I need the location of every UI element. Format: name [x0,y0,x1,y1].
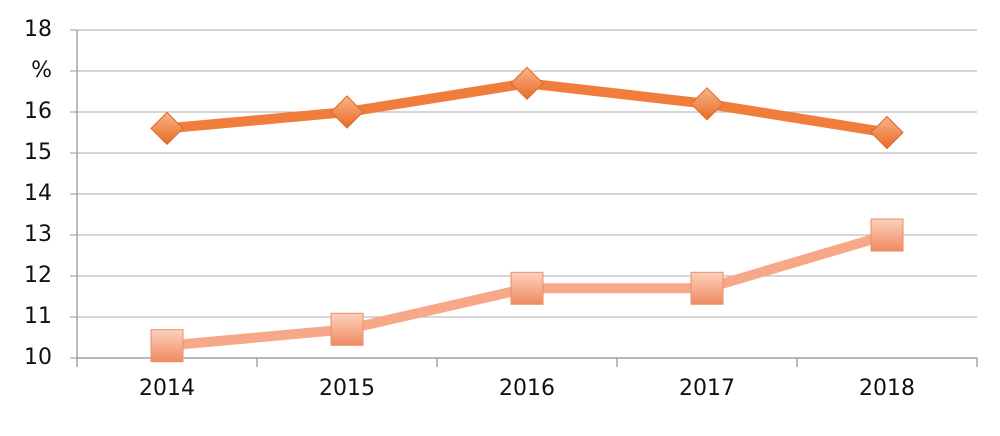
marker-diamond [330,95,364,129]
marker-square [150,329,184,363]
marker-diamond [870,115,904,150]
marker-square [690,271,724,305]
x-tick-label: 2017 [679,376,735,401]
x-tick-label: 2014 [139,376,195,401]
x-tick-label: 2016 [499,376,555,401]
y-tick-label: % [31,58,52,83]
y-tick-label: 18 [24,17,52,42]
y-tick-label: 14 [24,181,52,206]
marker-diamond [510,66,544,101]
marker-square [870,218,904,252]
y-tick-label: 16 [24,99,52,124]
marker-square [330,312,364,346]
marker-square [510,271,544,305]
y-tick-label: 13 [24,222,52,247]
marker-diamond [690,87,724,121]
y-tick-label: 15 [24,140,52,165]
y-tick-label: 10 [24,345,52,370]
y-tick-label: 12 [24,263,52,288]
y-tick-label: 11 [24,304,52,329]
x-tick-label: 2018 [859,376,915,401]
x-tick-label: 2015 [319,376,375,401]
marker-diamond [150,111,184,146]
